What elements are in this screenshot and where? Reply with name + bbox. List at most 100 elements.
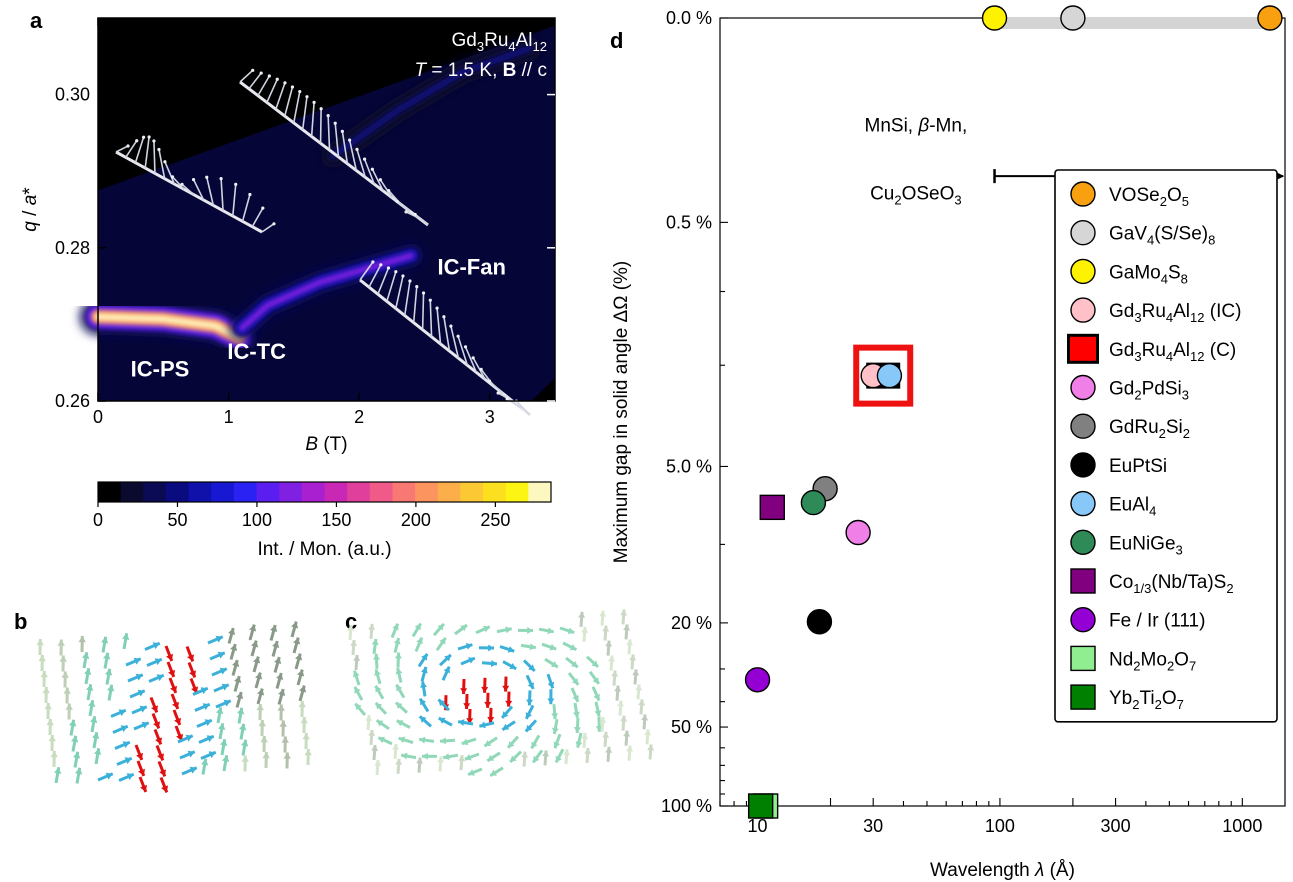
spin-arrow-tip (326, 114, 330, 118)
spin-arrow-tip (505, 397, 509, 401)
spin-vector-head (563, 749, 571, 756)
spin-vector-head (75, 767, 83, 775)
spin-vector-head (505, 626, 512, 634)
spin-arrow (134, 137, 145, 163)
spin-vector-head (154, 658, 162, 666)
spin-vector-head (300, 717, 308, 724)
spin-arrow (153, 140, 156, 174)
spin-vector-head (460, 688, 468, 694)
spin-arrow (359, 261, 374, 281)
legend-marker (1070, 529, 1096, 555)
colorbar-tick-label: 100 (242, 510, 272, 530)
spin-vector-head (398, 736, 406, 744)
spin-vector-head (187, 750, 195, 758)
scatter-x-axis-label: Wavelength λ (Å) (930, 860, 1075, 881)
spin-vector-head (572, 711, 580, 718)
spin-vector-head (393, 638, 401, 645)
spin-vector-head (509, 662, 517, 670)
spin-vector-head (468, 769, 475, 776)
spin-vector-head (354, 686, 361, 694)
colorbar-cell (505, 482, 529, 502)
spin-arrow-tip (387, 188, 391, 193)
spin-vector-head (602, 731, 610, 738)
spin-vector-head (605, 746, 613, 753)
spin-arrow (248, 72, 262, 90)
spin-vector-head (241, 739, 249, 747)
colorbar-cell (188, 482, 212, 502)
spin-arrow-tip (126, 144, 130, 148)
spin-vector-head (594, 710, 602, 717)
spin-vector-head (444, 654, 451, 662)
spin-vector-head (641, 714, 649, 721)
intensity-ridge-ic-fan (330, 45, 532, 159)
spin-arrow (144, 136, 150, 169)
spin-arrow-tip (413, 212, 417, 217)
scatter-y-ticks: 0.0 % 0.5 % 5.0 % 20 % 50 % 100 % (661, 8, 728, 816)
spin-arrow-tip (487, 379, 492, 383)
spin-vector-head (42, 687, 50, 694)
colorbar-cell (165, 482, 190, 502)
spin-vector-head (262, 752, 270, 759)
spin-vector-head (437, 756, 445, 763)
spin-vector-head (569, 644, 577, 651)
spin-arrow (377, 267, 390, 295)
sample-label: Gd3Ru4Al12 (452, 30, 548, 54)
spin-vector-head (605, 640, 613, 647)
spin-vector-head (458, 755, 466, 762)
colorbar-cell (211, 482, 235, 502)
spin-arrow-tip (479, 367, 483, 371)
spin-vector-head (392, 623, 399, 631)
spin-vector-head (258, 720, 266, 727)
spin-arrow (292, 91, 301, 124)
spin-vector-head (249, 624, 257, 632)
spin-arrow-tip (205, 175, 209, 179)
point-yb2ti2o7 (747, 793, 774, 819)
spin-arrow-tip (141, 135, 146, 139)
scatter-x-tick-label: 300 (1101, 816, 1131, 836)
heatmap-x-tick-label: 0 (93, 407, 103, 427)
spin-arrow (319, 108, 322, 144)
spin-vector-head (57, 639, 65, 646)
spin-vector-head (302, 733, 310, 740)
spin-vector-head (419, 736, 426, 744)
scatter-x-ticks: 10 30 100 300 1000 (719, 798, 1262, 836)
colorbar-tick-label: 0 (93, 510, 103, 530)
spin-arrow-tip (386, 266, 391, 270)
spin-vector-head (584, 748, 592, 755)
spin-arrow-tip (290, 85, 295, 89)
spin-vector-head (92, 732, 100, 739)
spin-vector-head (71, 735, 79, 743)
colorbar-cell (301, 482, 325, 502)
spin-arrow (515, 400, 531, 416)
spin-vector-head (217, 651, 225, 659)
spin-arrow (414, 213, 429, 226)
spin-arrow-tip (471, 356, 475, 360)
spin-vector-head (61, 671, 69, 678)
spin-vector-head (614, 685, 622, 692)
spin-vector-head (187, 654, 195, 662)
spin-arrow (334, 123, 340, 157)
spin-vector-head (647, 744, 655, 751)
heatmap-x-axis-label: B (T) (305, 434, 347, 455)
panel-letter-c: c (345, 609, 357, 634)
spin-vector-head (422, 752, 428, 760)
phase-labels: IC-PS IC-TC IC-Fan (131, 255, 506, 382)
spin-vector-head (420, 681, 428, 688)
spin-vector-head (161, 785, 169, 793)
colorbar-cell (233, 482, 258, 502)
legend-marker (1070, 374, 1096, 401)
colorbar-cell (279, 482, 303, 502)
spin-vector-head (256, 704, 264, 711)
legend-box (1054, 169, 1278, 723)
range-annotation-line1: MnSi, β-Mn, (865, 115, 968, 136)
spin-arrow (497, 392, 513, 402)
legend-marker (1070, 181, 1096, 207)
spin-arrow (488, 380, 504, 395)
spin-vector-head (270, 625, 278, 633)
spin-vector-head (551, 727, 559, 734)
spin-vector-head (202, 703, 210, 711)
spin-vector-head (139, 705, 147, 713)
spin-texture-illustrations (115, 68, 531, 417)
phase-label-ic-fan: IC-Fan (437, 255, 505, 280)
spin-vector-head (206, 735, 214, 743)
